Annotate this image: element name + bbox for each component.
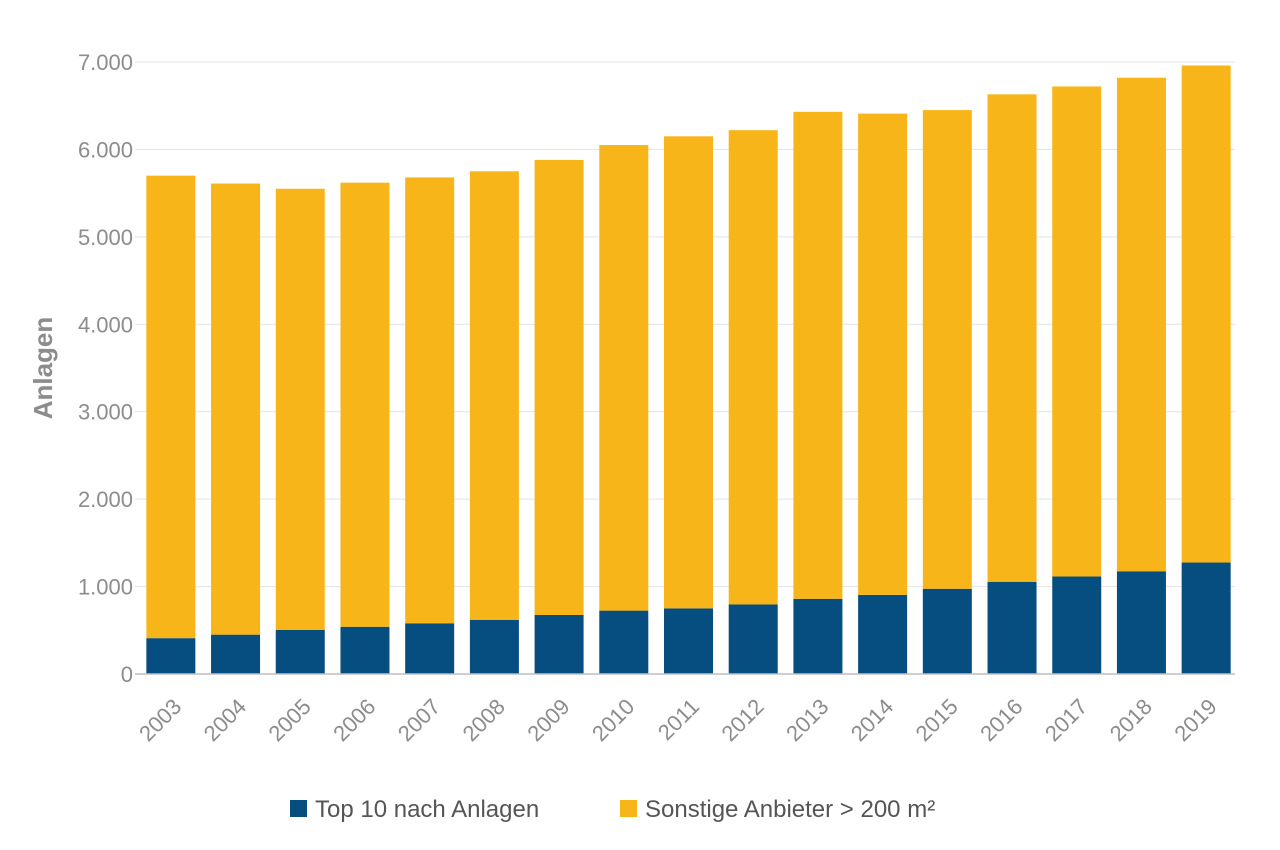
bar-sonstige-2019 (1181, 65, 1231, 563)
y-tick-label: 7.000 (78, 50, 133, 75)
y-tick-label: 2.000 (78, 487, 133, 512)
y-axis-ticks: 0 1.000 2.000 3.000 4.000 5.000 6.000 7.000 (78, 50, 133, 687)
y-tick-label: 3.000 (78, 400, 133, 425)
bar-top10-2004 (211, 634, 261, 674)
y-tick-label: 5.000 (78, 225, 133, 250)
x-tick-label: 2017 (1040, 694, 1092, 746)
bar-sonstige-2007 (405, 177, 455, 624)
bar-top10-2019 (1181, 562, 1231, 674)
x-tick-label: 2012 (716, 694, 768, 746)
bar-sonstige-2014 (858, 113, 908, 595)
x-tick-label: 2003 (134, 694, 186, 746)
bar-sonstige-2004 (211, 183, 261, 635)
bar-top10-2005 (275, 629, 325, 674)
bar-top10-2018 (1116, 571, 1166, 674)
bars (146, 65, 1231, 674)
x-tick-label: 2007 (393, 694, 445, 746)
y-tick-label: 6.000 (78, 137, 133, 162)
x-tick-label: 2019 (1169, 694, 1221, 746)
bar-top10-2017 (1052, 576, 1102, 674)
bar-top10-2008 (469, 619, 519, 674)
x-tick-label: 2004 (199, 694, 251, 746)
y-tick-label: 4.000 (78, 312, 133, 337)
bar-sonstige-2012 (728, 130, 778, 605)
x-tick-label: 2010 (587, 694, 639, 746)
y-tick-label: 0 (121, 662, 133, 687)
x-tick-label: 2011 (653, 694, 704, 745)
x-axis-ticks: 2003 2004 2005 2006 2007 2008 2009 2010 2011 2012… (134, 694, 1222, 746)
bar-top10-2013 (793, 598, 843, 674)
bar-top10-2010 (599, 610, 649, 674)
y-axis-title: Anlagen (28, 317, 58, 420)
x-tick-label: 2018 (1105, 694, 1157, 746)
x-tick-label: 2015 (911, 694, 963, 746)
x-tick-label: 2016 (975, 694, 1027, 746)
bar-sonstige-2005 (275, 188, 325, 630)
x-tick-label: 2014 (846, 694, 898, 746)
x-tick-label: 2013 (781, 694, 833, 746)
x-tick-label: 2005 (264, 694, 316, 746)
legend-swatch (620, 800, 637, 817)
bar-top10-2015 (922, 588, 972, 674)
bar-sonstige-2010 (599, 145, 649, 611)
bar-sonstige-2011 (664, 136, 713, 609)
legend: Top 10 nach Anlagen Sonstige Anbieter > 2… (290, 796, 935, 823)
bar-top10-2014 (858, 594, 908, 674)
legend-swatch (290, 800, 307, 817)
bar-sonstige-2006 (340, 182, 390, 627)
bar-top10-2007 (405, 623, 455, 674)
bar-sonstige-2009 (534, 159, 584, 615)
bar-top10-2003 (146, 638, 196, 674)
x-tick-label: 2009 (522, 694, 574, 746)
legend-label: Top 10 nach Anlagen (315, 796, 539, 823)
bar-top10-2016 (987, 581, 1037, 674)
bar-top10-2012 (728, 604, 778, 674)
bar-sonstige-2017 (1052, 86, 1102, 577)
bar-top10-2011 (664, 608, 713, 674)
bar-sonstige-2016 (987, 94, 1037, 582)
bar-sonstige-2015 (922, 110, 972, 589)
x-tick-label: 2006 (328, 694, 380, 746)
bar-sonstige-2003 (146, 175, 196, 639)
bar-sonstige-2013 (793, 111, 843, 599)
legend-label: Sonstige Anbieter > 200 m² (645, 796, 935, 823)
bar-sonstige-2018 (1116, 77, 1166, 572)
bar-top10-2009 (534, 614, 584, 674)
bar-top10-2006 (340, 626, 390, 674)
bar-sonstige-2008 (469, 171, 519, 620)
y-tick-label: 1.000 (78, 575, 133, 600)
x-tick-label: 2008 (458, 694, 510, 746)
